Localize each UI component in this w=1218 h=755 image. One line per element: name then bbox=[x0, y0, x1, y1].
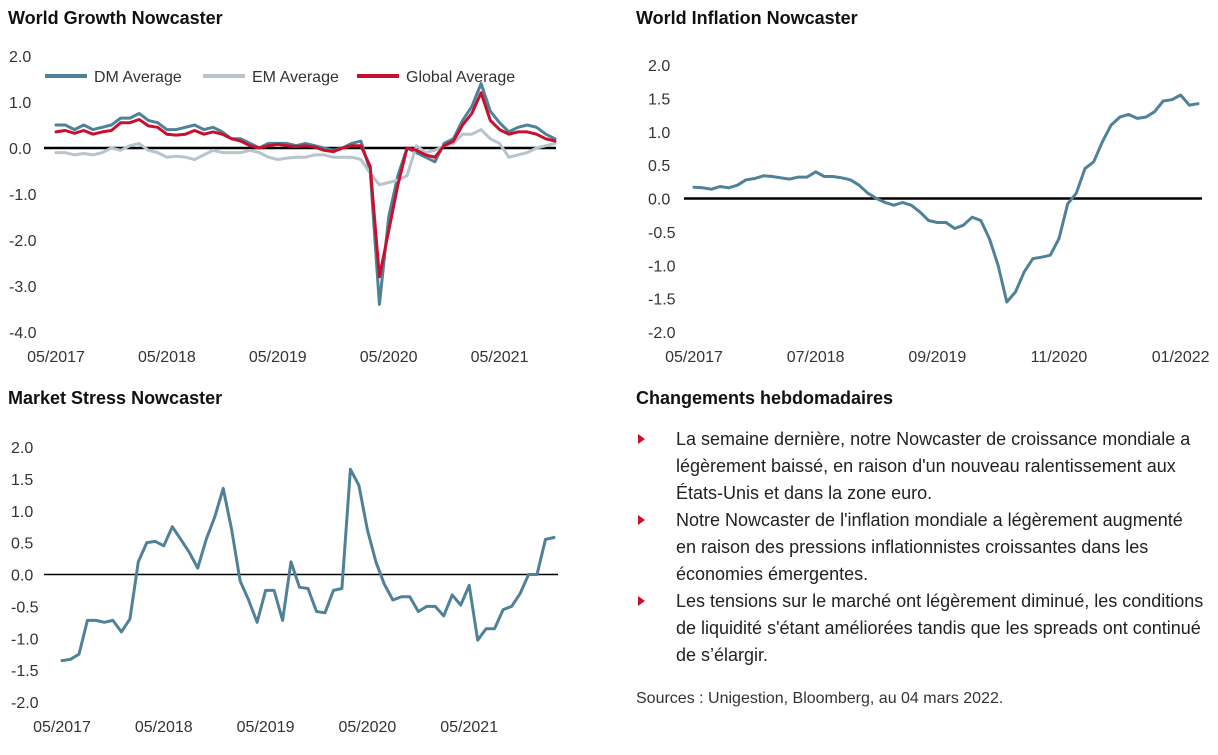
x-tick-label: 07/2018 bbox=[787, 349, 845, 366]
weekly-changes-list: La semaine dernière, notre Nowcaster de … bbox=[636, 426, 1206, 669]
y-tick-label: 0.0 bbox=[11, 568, 33, 585]
growth-chart-title: World Growth Nowcaster bbox=[8, 8, 223, 28]
y-tick-label: 0.0 bbox=[648, 192, 670, 209]
y-tick-label: 1.0 bbox=[11, 504, 33, 521]
stress-chart-title: Market Stress Nowcaster bbox=[8, 388, 223, 408]
y-tick-label: 1.5 bbox=[11, 472, 33, 489]
x-tick-label: 05/2020 bbox=[338, 719, 396, 736]
y-tick-label: 0.5 bbox=[648, 158, 670, 175]
list-item: Notre Nowcaster de l'inflation mondiale … bbox=[636, 507, 1206, 588]
y-tick-label: 2.0 bbox=[648, 58, 670, 75]
y-tick-label: 2.0 bbox=[9, 49, 31, 66]
bullet-text: Notre Nowcaster de l'inflation mondiale … bbox=[676, 510, 1183, 584]
bullet-triangle-icon bbox=[638, 596, 645, 606]
y-tick-label: -1.5 bbox=[11, 663, 39, 680]
y-tick-label: -1.0 bbox=[11, 631, 39, 648]
series-line-dm-average bbox=[54, 82, 557, 306]
sources-note: Sources : Unigestion, Bloomberg, au 04 m… bbox=[636, 690, 1004, 707]
y-tick-label: -0.5 bbox=[648, 225, 676, 242]
y-tick-label: 0.5 bbox=[11, 536, 33, 553]
legend-label: DM Average bbox=[94, 69, 182, 86]
series-line-global-average bbox=[54, 91, 557, 279]
y-tick-label: -4.0 bbox=[9, 325, 37, 342]
legend-label: EM Average bbox=[252, 69, 339, 86]
y-tick-label: 1.0 bbox=[9, 95, 31, 112]
x-tick-label: 05/2018 bbox=[135, 719, 193, 736]
x-tick-label: 05/2018 bbox=[138, 349, 196, 366]
x-tick-label: 05/2017 bbox=[665, 349, 723, 366]
x-tick-label: 05/2020 bbox=[360, 349, 418, 366]
x-tick-label: 01/2022 bbox=[1152, 349, 1210, 366]
y-tick-label: -2.0 bbox=[9, 233, 37, 250]
stress-chart: 2.0 1.5 1.0 0.5 0.0 -0.5 -1.0 -1.5 -2.0 05/2017 05… bbox=[11, 440, 558, 736]
x-tick-label: 05/2017 bbox=[27, 349, 85, 366]
changes-title: Changements hebdomadaires bbox=[636, 388, 894, 408]
series-line-em-average bbox=[54, 128, 557, 187]
bullet-text: Les tensions sur le marché ont légèremen… bbox=[676, 591, 1204, 665]
inflation-chart: 2.0 1.5 1.0 0.5 0.0 -0.5 -1.0 -1.5 -2.0 05/2017 07… bbox=[648, 58, 1210, 366]
legend-label: Global Average bbox=[406, 69, 515, 86]
x-tick-label: 05/2021 bbox=[471, 349, 529, 366]
y-tick-label: -1.0 bbox=[9, 187, 37, 204]
y-tick-label: -0.5 bbox=[11, 599, 39, 616]
y-tick-label: 1.0 bbox=[648, 125, 670, 142]
y-tick-label: -2.0 bbox=[648, 325, 676, 342]
inflation-chart-title: World Inflation Nowcaster bbox=[636, 8, 858, 28]
series-line-main bbox=[692, 93, 1200, 304]
y-tick-label: -1.5 bbox=[648, 292, 676, 309]
y-tick-label: 1.5 bbox=[648, 91, 670, 108]
series-line-main bbox=[60, 467, 556, 663]
y-tick-label: -1.0 bbox=[648, 258, 676, 275]
y-tick-label: -2.0 bbox=[11, 695, 39, 712]
bullet-triangle-icon bbox=[638, 515, 645, 525]
x-tick-label: 11/2020 bbox=[1031, 349, 1088, 366]
y-tick-label: 0.0 bbox=[9, 141, 31, 158]
y-tick-label: -3.0 bbox=[9, 279, 37, 296]
x-tick-label: 09/2019 bbox=[908, 349, 966, 366]
x-tick-label: 05/2019 bbox=[249, 349, 307, 366]
list-item: Les tensions sur le marché ont légèremen… bbox=[636, 588, 1206, 669]
bullet-triangle-icon bbox=[638, 434, 645, 444]
x-tick-label: 05/2021 bbox=[440, 719, 498, 736]
bullet-text: La semaine dernière, notre Nowcaster de … bbox=[676, 429, 1191, 503]
growth-chart: 2.0 1.0 0.0 -1.0 -2.0 -3.0 -4.0 05/2017 05/2018 0… bbox=[9, 49, 557, 366]
x-tick-label: 05/2019 bbox=[237, 719, 295, 736]
x-tick-label: 05/2017 bbox=[33, 719, 91, 736]
y-tick-label: 2.0 bbox=[11, 440, 33, 457]
list-item: La semaine dernière, notre Nowcaster de … bbox=[636, 426, 1206, 507]
